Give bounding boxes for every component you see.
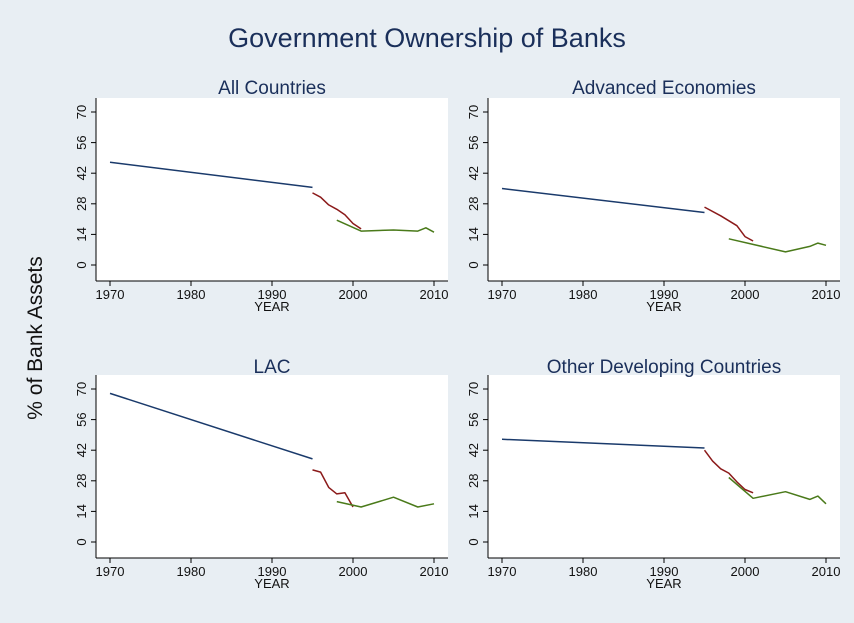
- y-tick-label: 0: [466, 261, 481, 268]
- x-tick-label: 1990: [258, 287, 287, 302]
- x-axis-title: YEAR: [646, 576, 681, 591]
- panel-title: Other Developing Countries: [547, 357, 781, 378]
- series-line-2: [704, 206, 754, 242]
- y-tick-label: 28: [466, 474, 481, 488]
- figure-title: Government Ownership of Banks: [228, 23, 626, 53]
- panels: All Countries 0 14 28 42 56 70 1970 1980 1990 2000…: [74, 78, 840, 591]
- x-tick-label: 2000: [339, 564, 368, 579]
- x-tick-label: 1990: [258, 564, 287, 579]
- chart-panel-2: Advanced Economies 0 14 28 42 56 70 1970 1980 199…: [466, 78, 840, 314]
- y-tick-label: 42: [74, 166, 89, 180]
- y-tick-label: 28: [466, 197, 481, 211]
- panel-title: All Countries: [218, 78, 326, 99]
- series-line-1: [109, 161, 313, 189]
- y-tick-label: 0: [466, 538, 481, 545]
- y-tick-label: 42: [466, 443, 481, 457]
- y-tick-label: 14: [74, 504, 89, 518]
- plot-area: [96, 98, 448, 281]
- x-tick-label: 1980: [569, 564, 598, 579]
- x-tick-label: 2010: [812, 564, 841, 579]
- y-tick-label: 14: [466, 504, 481, 518]
- y-tick-label: 28: [74, 197, 89, 211]
- series-line-3: [728, 476, 827, 505]
- series-line-3: [728, 238, 827, 253]
- y-axis-title: % of Bank Assets: [24, 256, 47, 419]
- plot-area: [96, 375, 448, 558]
- y-tick-label: 14: [466, 227, 481, 241]
- y-tick-label: 0: [74, 538, 89, 545]
- x-tick-label: 1970: [488, 287, 517, 302]
- y-tick-label: 70: [74, 382, 89, 396]
- series-line-1: [109, 392, 313, 460]
- chart-panel-1: All Countries 0 14 28 42 56 70 1970 1980 1990 2000…: [74, 78, 448, 314]
- x-tick-label: 2000: [339, 287, 368, 302]
- x-tick-label: 2000: [731, 564, 760, 579]
- series-line-2: [312, 192, 362, 230]
- x-axis-title: YEAR: [646, 299, 681, 314]
- x-tick-label: 1990: [650, 287, 679, 302]
- panel-title: Advanced Economies: [572, 78, 756, 99]
- x-tick-label: 1980: [569, 287, 598, 302]
- y-tick-label: 70: [466, 382, 481, 396]
- x-tick-label: 1970: [488, 564, 517, 579]
- plot-area: [488, 98, 840, 281]
- y-tick-label: 70: [74, 105, 89, 119]
- series-line-2: [703, 449, 754, 494]
- y-tick-label: 70: [466, 105, 481, 119]
- plot-area: [488, 375, 840, 558]
- panel-title: LAC: [254, 357, 291, 378]
- y-tick-label: 56: [74, 135, 89, 149]
- y-tick-label: 56: [74, 412, 89, 426]
- x-tick-label: 1980: [177, 287, 206, 302]
- y-tick-label: 28: [74, 474, 89, 488]
- series-line-2: [312, 469, 354, 508]
- x-tick-label: 2010: [812, 287, 841, 302]
- x-tick-label: 1990: [650, 564, 679, 579]
- x-axis-title: YEAR: [254, 299, 289, 314]
- x-tick-label: 1980: [177, 564, 206, 579]
- x-tick-label: 1970: [96, 287, 125, 302]
- y-tick-label: 42: [466, 166, 481, 180]
- y-tick-label: 0: [74, 261, 89, 268]
- chart-panel-3: LAC 0 14 28 42 56 70 1970 1980 1990 2000 2010 YEAR: [74, 357, 448, 591]
- x-axis-title: YEAR: [254, 576, 289, 591]
- series-line-1: [501, 187, 705, 214]
- series-line-1: [501, 438, 705, 449]
- x-tick-label: 1970: [96, 564, 125, 579]
- series-line-3: [336, 496, 435, 508]
- series-line-3: [336, 219, 435, 233]
- x-tick-label: 2010: [420, 564, 449, 579]
- chart-panel-4: Other Developing Countries 0 14 28 42 56 70 197…: [466, 357, 840, 591]
- y-tick-label: 14: [74, 227, 89, 241]
- x-tick-label: 2010: [420, 287, 449, 302]
- x-tick-label: 2000: [731, 287, 760, 302]
- y-tick-label: 56: [466, 135, 481, 149]
- y-tick-label: 56: [466, 412, 481, 426]
- y-tick-label: 42: [74, 443, 89, 457]
